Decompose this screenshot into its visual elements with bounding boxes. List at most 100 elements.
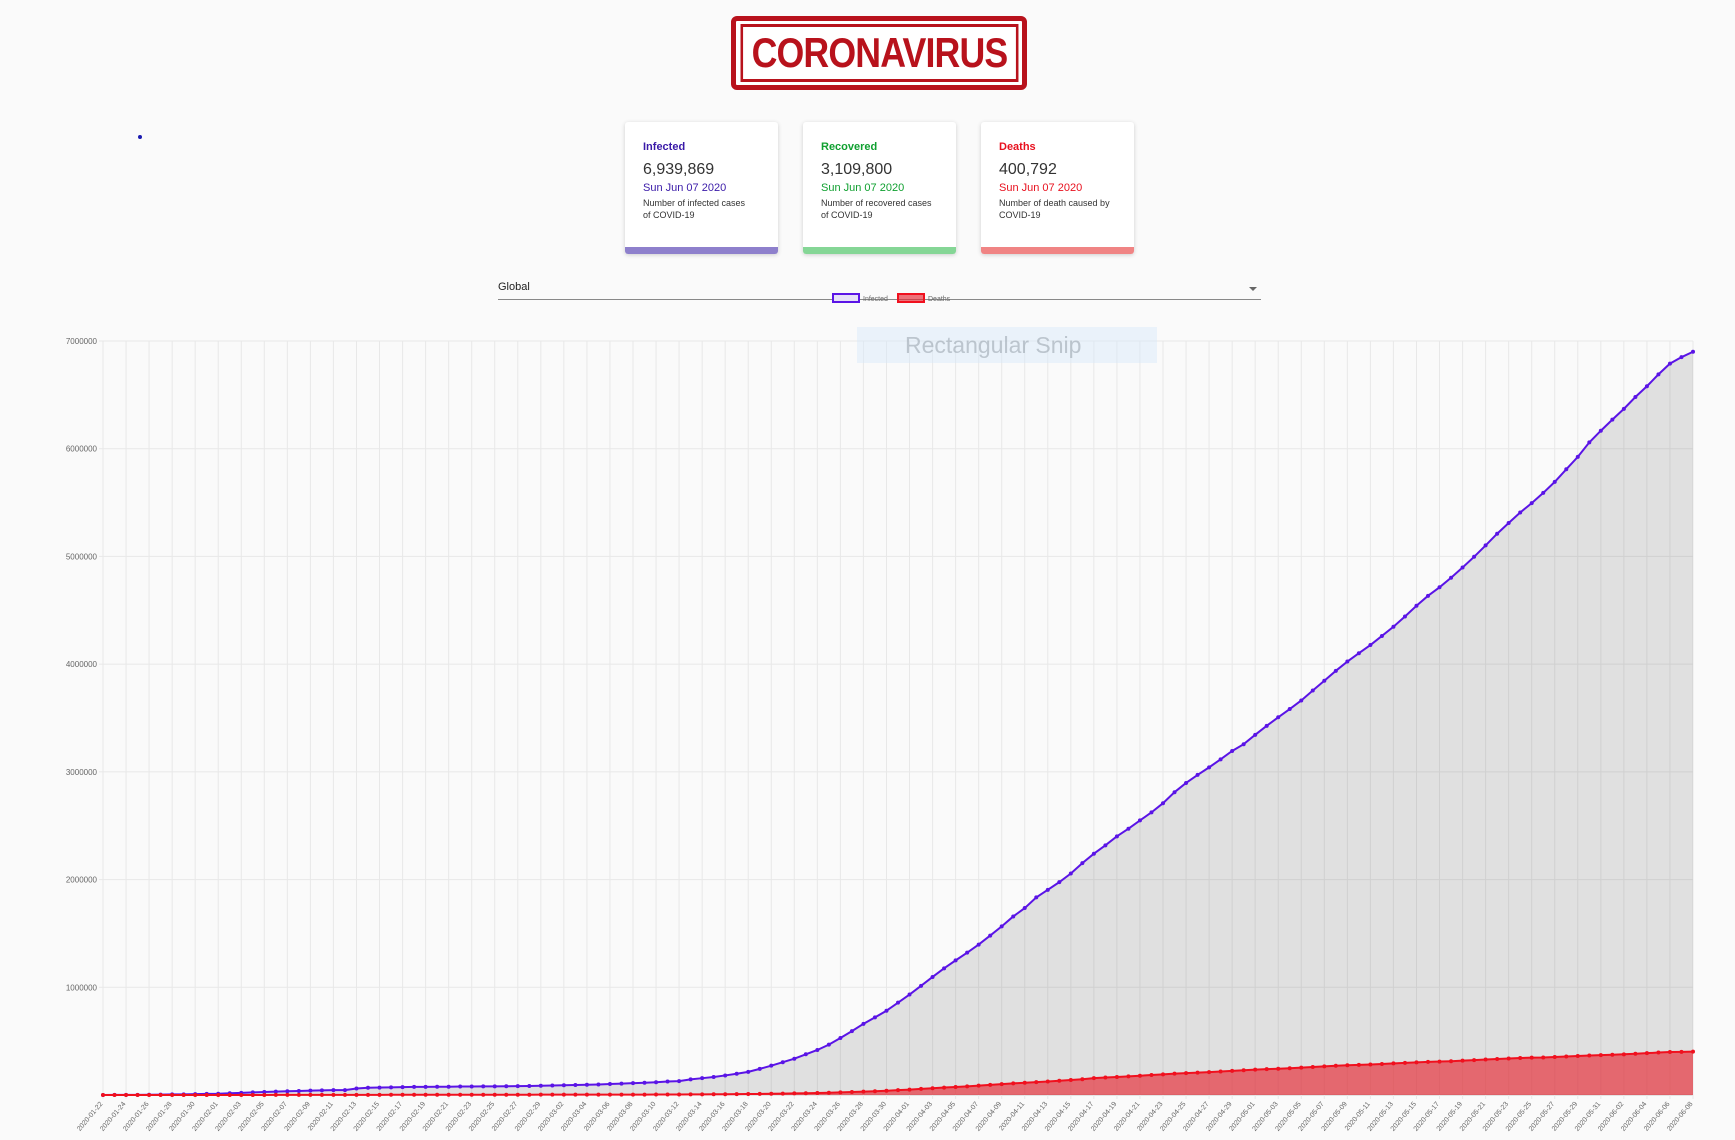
point [665, 1092, 670, 1097]
point [1575, 1053, 1580, 1058]
point [1460, 565, 1465, 570]
point [1184, 1071, 1189, 1076]
point [849, 1089, 854, 1094]
point [342, 1088, 347, 1093]
point [354, 1092, 359, 1097]
point [331, 1092, 336, 1097]
point [769, 1063, 774, 1068]
point [1184, 780, 1189, 785]
card-title: Deaths [999, 141, 1036, 153]
point [561, 1092, 566, 1097]
point [435, 1084, 440, 1089]
point [1414, 603, 1419, 608]
point [1391, 1061, 1396, 1066]
point [481, 1092, 486, 1097]
point [584, 1082, 589, 1087]
point [504, 1092, 509, 1097]
point [1575, 454, 1580, 459]
point [1034, 895, 1039, 900]
point [884, 1088, 889, 1093]
point [665, 1079, 670, 1084]
card-title: Recovered [821, 141, 878, 153]
point [1402, 614, 1407, 619]
country-select[interactable]: Global [498, 281, 1261, 300]
point [204, 1092, 209, 1097]
point [366, 1092, 370, 1097]
point [1310, 688, 1315, 693]
point [1426, 1059, 1430, 1064]
y-tick-label: 4000000 [66, 660, 98, 669]
infected-card[interactable]: Infected 6,939,869 Sun Jun 07 2020 Numbe… [625, 122, 778, 254]
point [976, 942, 981, 947]
point [481, 1084, 486, 1089]
point [757, 1066, 762, 1071]
point [642, 1092, 647, 1097]
point [1276, 1066, 1281, 1071]
point [1529, 501, 1534, 506]
point [688, 1092, 693, 1097]
point [1656, 372, 1661, 377]
point [1195, 772, 1200, 777]
point [1598, 428, 1603, 433]
point [124, 1092, 129, 1097]
point [1068, 871, 1073, 876]
point [1437, 1059, 1442, 1064]
card-title: Infected [643, 141, 686, 153]
point [1621, 1052, 1626, 1057]
point [1518, 510, 1523, 515]
point [285, 1092, 290, 1097]
point [1264, 1067, 1269, 1072]
point [815, 1090, 820, 1095]
legend-swatch [897, 293, 925, 303]
point [1253, 732, 1258, 737]
point [919, 1086, 924, 1091]
point [1368, 1062, 1373, 1067]
point [631, 1092, 635, 1097]
card-bar [981, 247, 1134, 254]
point [792, 1056, 797, 1061]
card-value: 3,109,800 [821, 161, 893, 178]
point [769, 1091, 774, 1096]
card-description: Number of death caused by COVID-19 [999, 198, 1110, 220]
point [515, 1084, 520, 1089]
dot [138, 135, 142, 139]
point [792, 1091, 797, 1096]
point [1379, 633, 1384, 638]
point [1034, 1080, 1039, 1085]
point [861, 1021, 866, 1026]
card-bar [625, 247, 778, 254]
point [1137, 818, 1142, 823]
point [1022, 1080, 1027, 1085]
point [677, 1079, 682, 1084]
point [1644, 1051, 1649, 1056]
deaths-card[interactable]: Deaths 400,792 Sun Jun 07 2020 Number of… [981, 122, 1134, 254]
point [1667, 361, 1672, 366]
point [1426, 593, 1430, 598]
point [389, 1092, 394, 1097]
point [1011, 914, 1016, 919]
point [423, 1084, 428, 1089]
point [1207, 765, 1212, 770]
point [1322, 678, 1327, 683]
logo-text: CORONAVIRUS [740, 24, 1018, 82]
point [296, 1092, 301, 1097]
point [780, 1091, 785, 1096]
recovered-card[interactable]: Recovered 3,109,800 Sun Jun 07 2020 Numb… [803, 122, 956, 254]
point [550, 1092, 555, 1097]
card-bar [803, 247, 956, 254]
point [999, 924, 1004, 929]
point [1230, 748, 1235, 753]
point [319, 1088, 324, 1093]
point [1149, 1073, 1154, 1078]
point [1679, 355, 1684, 360]
point [607, 1092, 612, 1097]
point [1218, 757, 1223, 762]
card-value: 400,792 [999, 161, 1057, 178]
point [1057, 880, 1062, 885]
area [103, 351, 1693, 1095]
point [631, 1081, 635, 1086]
point [412, 1084, 417, 1089]
y-tick-label: 7000000 [66, 337, 98, 346]
point [1356, 651, 1361, 656]
point [953, 958, 958, 963]
